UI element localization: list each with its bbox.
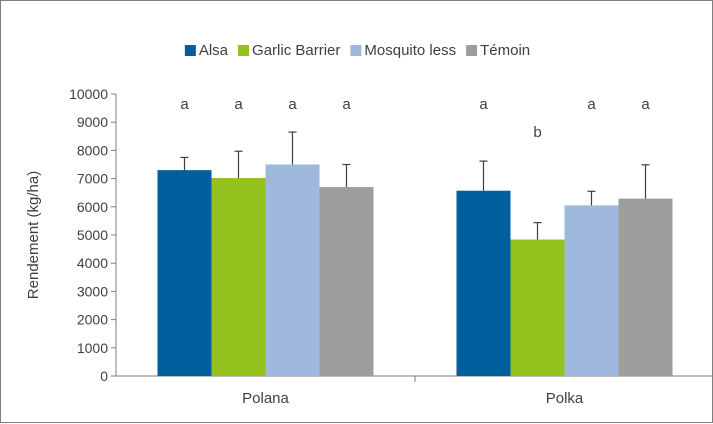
bar: [157, 170, 212, 376]
y-tick-label: 6000: [77, 199, 108, 215]
significance-letter: a: [587, 96, 596, 113]
significance-letter: b: [533, 124, 541, 141]
significance-letter: a: [479, 96, 488, 113]
significance-letter: a: [180, 96, 189, 113]
legend-label: Garlic Barrier: [252, 42, 340, 59]
y-tick-label: 9000: [77, 114, 108, 130]
bar: [211, 178, 266, 376]
y-tick-label: 2000: [77, 312, 108, 328]
significance-letter: a: [641, 96, 650, 113]
legend-swatch: [466, 45, 478, 56]
x-axis: Polana Polka: [116, 375, 713, 407]
legend-item: Alsa: [184, 42, 229, 59]
bar: [564, 205, 619, 376]
significance-letter: a: [234, 96, 243, 113]
legend-swatch: [238, 45, 250, 56]
y-tick-label: 3000: [77, 283, 108, 299]
y-tick-label: 1000: [77, 340, 108, 356]
legend-label: Mosquito less: [364, 42, 456, 59]
significance-letter: a: [288, 96, 297, 113]
y-axis-title: Rendement (kg/ha): [25, 171, 42, 299]
bars: [157, 164, 673, 376]
legend-label: Alsa: [199, 42, 229, 59]
legend-item: Garlic Barrier: [238, 42, 340, 59]
x-category-label: Polka: [546, 390, 584, 407]
bar: [618, 198, 673, 376]
bar: [265, 164, 320, 376]
y-tick-label: 5000: [77, 227, 108, 243]
bar: [510, 239, 565, 376]
bar: [456, 190, 511, 376]
y-axis: 0 1000 2000 3000 4000 5000 6000 7000 8000 9000 100…: [69, 86, 117, 384]
error-bars: [180, 131, 650, 240]
legend: Alsa Garlic Barrier Mosquito less Témoin: [184, 42, 530, 59]
y-tick-label: 7000: [77, 171, 108, 187]
legend-label: Témoin: [480, 42, 530, 59]
legend-swatch: [350, 45, 362, 56]
significance-letters: a a a a a b a a: [180, 96, 650, 141]
significance-letter: a: [342, 96, 351, 113]
legend-swatch: [184, 45, 196, 56]
y-tick-label: 4000: [77, 255, 108, 271]
y-tick-label: 10000: [69, 86, 108, 102]
y-tick-label: 8000: [77, 142, 108, 158]
y-tick-label: 0: [100, 368, 108, 384]
bar: [319, 187, 374, 376]
x-category-label: Polana: [242, 390, 289, 407]
legend-item: Témoin: [466, 42, 530, 59]
legend-item: Mosquito less: [350, 42, 456, 59]
